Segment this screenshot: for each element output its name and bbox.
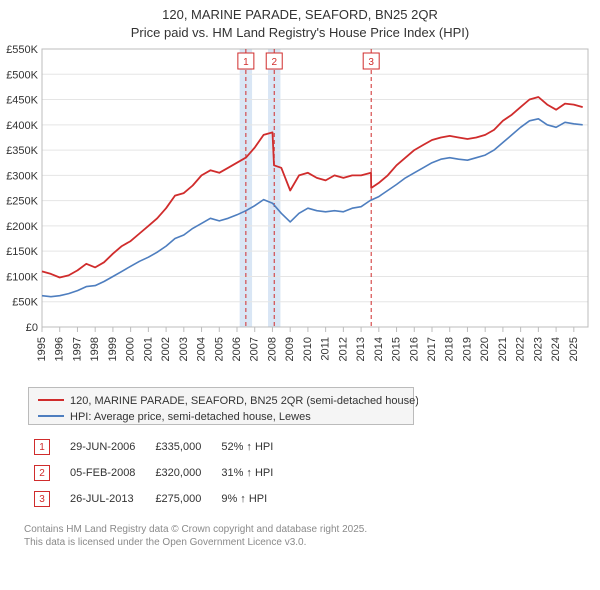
x-tick-label: 2007	[249, 337, 261, 361]
event-date: 26-JUL-2013	[70, 487, 153, 511]
y-tick-label: £400K	[6, 120, 38, 132]
events-table-container: 1 29-JUN-2006£335,00052% ↑ HPI 2 05-FEB-200…	[32, 433, 600, 513]
y-tick-label: £350K	[6, 145, 38, 157]
x-tick-label: 2025	[568, 337, 580, 361]
x-tick-label: 2016	[408, 337, 420, 361]
x-tick-label: 2010	[302, 337, 314, 361]
x-tick-label: 2017	[426, 337, 438, 361]
event-marker-label: 3	[368, 57, 374, 68]
x-tick-label: 2005	[213, 337, 225, 361]
y-tick-label: £50K	[12, 297, 38, 309]
event-marker-label: 1	[243, 57, 249, 68]
event-band	[268, 49, 280, 327]
event-price: £320,000	[155, 461, 219, 485]
x-tick-label: 1996	[54, 337, 66, 361]
price-chart: £0 £50K £100K £150K £200K £250K £300K £350K £400…	[0, 41, 600, 381]
x-tick-label: 2022	[515, 337, 527, 361]
chart-title-line1: 120, MARINE PARADE, SEAFORD, BN25 2QR	[0, 6, 600, 24]
x-tick-label: 2011	[320, 337, 332, 361]
x-tick-label: 2006	[231, 337, 243, 361]
x-tick-label: 2000	[125, 337, 137, 361]
event-marker-1: 1	[34, 439, 50, 455]
x-tick-label: 2015	[391, 337, 403, 361]
event-marker-label: 2	[271, 57, 277, 68]
x-tick-label: 2012	[337, 337, 349, 361]
y-tick-label: £150K	[6, 246, 38, 258]
event-vs-hpi: 9% ↑ HPI	[221, 487, 291, 511]
x-tick-label: 2019	[461, 337, 473, 361]
y-tick-label: £0	[26, 322, 38, 334]
x-tick-label: 2013	[355, 337, 367, 361]
events-table: 1 29-JUN-2006£335,00052% ↑ HPI 2 05-FEB-200…	[32, 433, 293, 513]
footer-line2: This data is licensed under the Open Gov…	[24, 536, 600, 549]
event-band	[240, 49, 252, 327]
x-tick-label: 1997	[71, 337, 83, 361]
y-tick-label: £450K	[6, 95, 38, 107]
event-row: 2 05-FEB-2008£320,00031% ↑ HPI	[34, 461, 291, 485]
y-tick-label: £550K	[6, 44, 38, 56]
chart-title-block: 120, MARINE PARADE, SEAFORD, BN25 2QR Pr…	[0, 0, 600, 41]
x-tick-label: 2009	[284, 337, 296, 361]
x-tick-label: 2001	[142, 337, 154, 361]
x-tick-label: 2003	[178, 337, 190, 361]
event-date: 29-JUN-2006	[70, 435, 153, 459]
event-marker-2: 2	[34, 465, 50, 481]
legend-label: HPI: Average price, semi-detached house,…	[70, 411, 311, 423]
x-tick-label: 2024	[550, 337, 562, 361]
x-tick-label: 1999	[107, 337, 119, 361]
x-tick-label: 1995	[36, 337, 48, 361]
x-tick-label: 2018	[444, 337, 456, 361]
legend-container: 120, MARINE PARADE, SEAFORD, BN25 2QR (s…	[28, 387, 600, 427]
y-tick-label: £200K	[6, 221, 38, 233]
event-marker-3: 3	[34, 491, 50, 507]
x-tick-label: 2014	[373, 337, 385, 361]
legend: 120, MARINE PARADE, SEAFORD, BN25 2QR (s…	[28, 387, 418, 427]
y-tick-label: £100K	[6, 272, 38, 284]
y-tick-label: £300K	[6, 170, 38, 182]
x-tick-label: 2008	[266, 337, 278, 361]
legend-label: 120, MARINE PARADE, SEAFORD, BN25 2QR (s…	[70, 395, 418, 407]
chart-title-line2: Price paid vs. HM Land Registry's House …	[0, 24, 600, 42]
event-price: £275,000	[155, 487, 219, 511]
x-tick-label: 1998	[89, 337, 101, 361]
event-date: 05-FEB-2008	[70, 461, 153, 485]
event-price: £335,000	[155, 435, 219, 459]
x-tick-label: 2023	[532, 337, 544, 361]
event-row: 3 26-JUL-2013£275,0009% ↑ HPI	[34, 487, 291, 511]
footer-line1: Contains HM Land Registry data © Crown c…	[24, 523, 600, 536]
event-vs-hpi: 31% ↑ HPI	[221, 461, 291, 485]
x-tick-label: 2020	[479, 337, 491, 361]
x-tick-label: 2002	[160, 337, 172, 361]
event-vs-hpi: 52% ↑ HPI	[221, 435, 291, 459]
attribution-footer: Contains HM Land Registry data © Crown c…	[24, 523, 600, 549]
x-tick-label: 2021	[497, 337, 509, 361]
event-row: 1 29-JUN-2006£335,00052% ↑ HPI	[34, 435, 291, 459]
x-tick-label: 2004	[196, 337, 208, 361]
y-tick-label: £250K	[6, 196, 38, 208]
y-tick-label: £500K	[6, 69, 38, 81]
